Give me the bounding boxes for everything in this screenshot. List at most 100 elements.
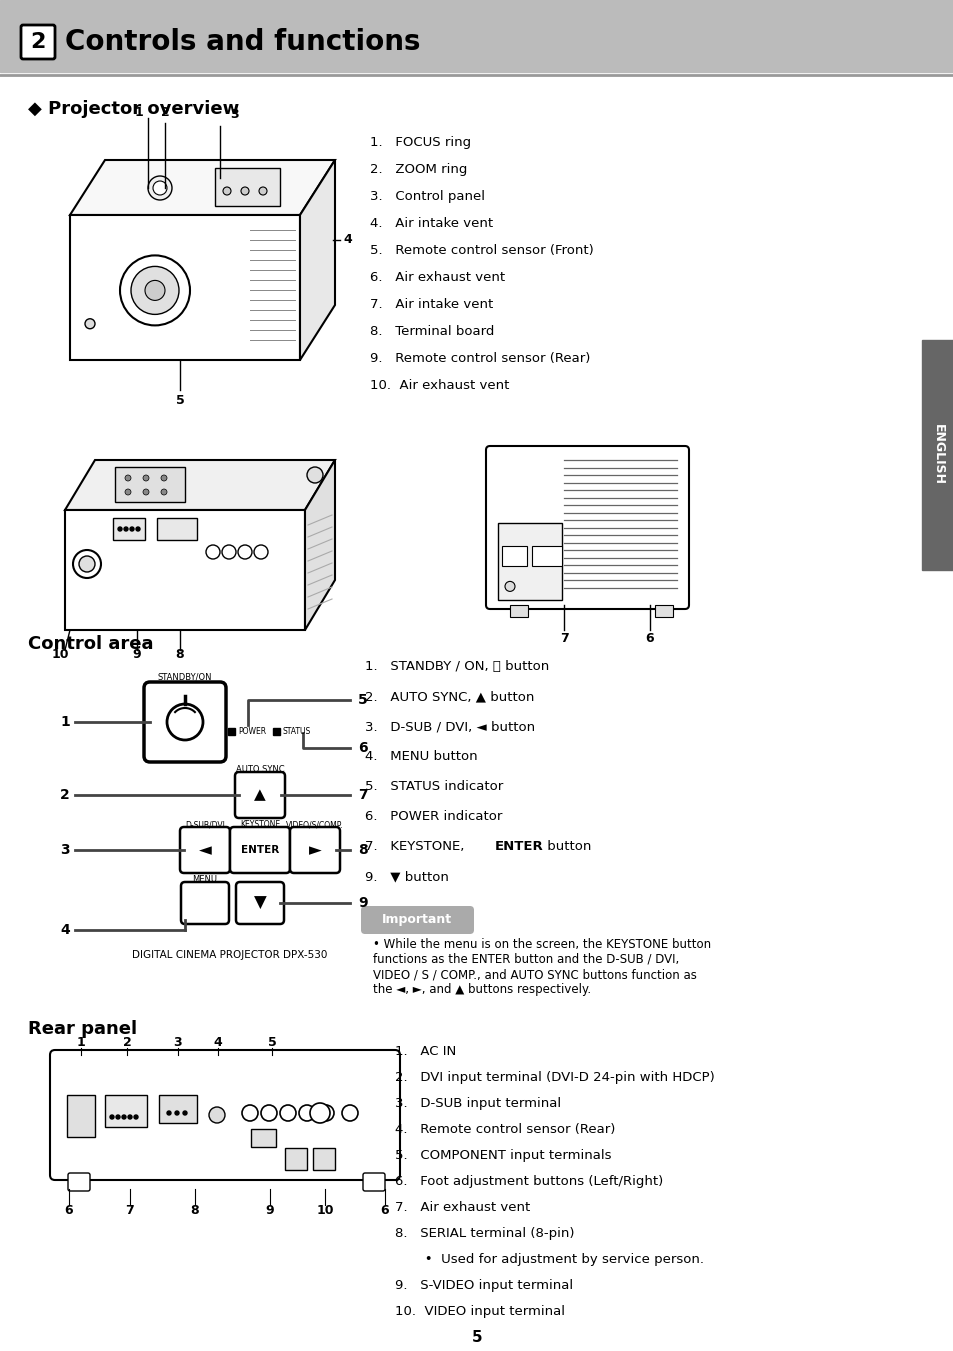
- Circle shape: [167, 704, 203, 740]
- Text: ◆ Projector overview: ◆ Projector overview: [28, 100, 239, 118]
- Circle shape: [242, 1105, 257, 1121]
- Text: 9: 9: [357, 896, 367, 911]
- FancyBboxPatch shape: [290, 827, 339, 873]
- Text: 6.   POWER indicator: 6. POWER indicator: [365, 811, 502, 823]
- Text: 5: 5: [357, 693, 367, 707]
- Circle shape: [118, 527, 122, 531]
- Text: •  Used for adjustment by service person.: • Used for adjustment by service person.: [395, 1252, 703, 1266]
- Text: STATUS: STATUS: [283, 727, 311, 736]
- Circle shape: [122, 1115, 126, 1119]
- Circle shape: [131, 266, 179, 315]
- Text: 10.  VIDEO input terminal: 10. VIDEO input terminal: [395, 1305, 564, 1319]
- Text: 8.   SERIAL terminal (8-pin): 8. SERIAL terminal (8-pin): [395, 1227, 574, 1240]
- Text: 2.   AUTO SYNC, ▲ button: 2. AUTO SYNC, ▲ button: [365, 690, 534, 703]
- Circle shape: [125, 489, 131, 494]
- Circle shape: [241, 186, 249, 195]
- Polygon shape: [65, 459, 335, 509]
- Text: ▲: ▲: [253, 788, 266, 802]
- Circle shape: [143, 489, 149, 494]
- FancyBboxPatch shape: [21, 26, 55, 59]
- Text: 9.   ▼ button: 9. ▼ button: [365, 870, 449, 884]
- Text: 10: 10: [51, 648, 69, 662]
- Circle shape: [152, 181, 167, 195]
- Text: 5.   Remote control sensor (Front): 5. Remote control sensor (Front): [370, 245, 593, 257]
- Text: 6: 6: [380, 1204, 389, 1216]
- Bar: [510, 605, 527, 617]
- Text: 5.   COMPONENT input terminals: 5. COMPONENT input terminals: [395, 1148, 611, 1162]
- Circle shape: [341, 1105, 357, 1121]
- Text: 3: 3: [230, 108, 238, 122]
- Circle shape: [136, 527, 140, 531]
- Text: Important: Important: [381, 912, 452, 925]
- Text: 3.   D-SUB input terminal: 3. D-SUB input terminal: [395, 1097, 560, 1111]
- Text: ENGLISH: ENGLISH: [930, 424, 943, 485]
- Text: 10.  Air exhaust vent: 10. Air exhaust vent: [370, 380, 509, 392]
- Text: 9: 9: [132, 648, 141, 662]
- Polygon shape: [70, 159, 335, 215]
- Polygon shape: [65, 509, 305, 630]
- FancyBboxPatch shape: [144, 682, 226, 762]
- Circle shape: [222, 544, 235, 559]
- Text: 7: 7: [559, 631, 568, 644]
- Text: ENTER: ENTER: [240, 844, 279, 855]
- Bar: [273, 728, 280, 735]
- Text: DIGITAL CINEMA PROJECTOR DPX-530: DIGITAL CINEMA PROJECTOR DPX-530: [132, 950, 327, 961]
- Text: 4.   MENU button: 4. MENU button: [365, 750, 477, 763]
- Circle shape: [143, 476, 149, 481]
- Bar: [157, 517, 196, 540]
- Bar: [313, 1148, 335, 1170]
- Circle shape: [125, 476, 131, 481]
- Polygon shape: [299, 159, 335, 359]
- Circle shape: [317, 1105, 334, 1121]
- FancyBboxPatch shape: [235, 882, 284, 924]
- Text: 5: 5: [471, 1331, 482, 1346]
- FancyBboxPatch shape: [50, 1050, 399, 1179]
- Circle shape: [307, 467, 323, 484]
- Text: MENU: MENU: [193, 875, 217, 884]
- Circle shape: [237, 544, 252, 559]
- Circle shape: [298, 1105, 314, 1121]
- Circle shape: [120, 255, 190, 326]
- FancyBboxPatch shape: [68, 1173, 90, 1192]
- Text: 9.   S-VIDEO input terminal: 9. S-VIDEO input terminal: [395, 1279, 573, 1292]
- Circle shape: [167, 1111, 171, 1115]
- Circle shape: [133, 1115, 138, 1119]
- Circle shape: [258, 186, 267, 195]
- Bar: [228, 728, 234, 735]
- Circle shape: [128, 1115, 132, 1119]
- Text: ENTER: ENTER: [495, 840, 543, 852]
- Circle shape: [253, 544, 268, 559]
- Text: KEYSTONE: KEYSTONE: [240, 820, 280, 830]
- Text: 7.   KEYSTONE,: 7. KEYSTONE,: [365, 840, 468, 852]
- Text: 1: 1: [76, 1036, 85, 1050]
- Text: 6.   Air exhaust vent: 6. Air exhaust vent: [370, 272, 504, 284]
- Text: 5: 5: [268, 1036, 276, 1050]
- Text: 8: 8: [191, 1204, 199, 1216]
- Circle shape: [116, 1115, 120, 1119]
- Bar: [0, 0, 953, 72]
- Bar: [921, 340, 953, 570]
- Bar: [497, 523, 561, 600]
- Text: ▼: ▼: [253, 894, 266, 912]
- Circle shape: [223, 186, 231, 195]
- Polygon shape: [70, 215, 299, 359]
- Circle shape: [206, 544, 220, 559]
- Circle shape: [280, 1105, 295, 1121]
- Text: 6.   Foot adjustment buttons (Left/Right): 6. Foot adjustment buttons (Left/Right): [395, 1175, 662, 1188]
- Text: 7.   Air exhaust vent: 7. Air exhaust vent: [395, 1201, 530, 1215]
- Text: POWER: POWER: [237, 727, 266, 736]
- Circle shape: [261, 1105, 276, 1121]
- FancyBboxPatch shape: [234, 771, 285, 817]
- Text: 4: 4: [213, 1036, 222, 1050]
- Circle shape: [73, 550, 101, 578]
- Text: 2: 2: [123, 1036, 132, 1050]
- Circle shape: [209, 1106, 225, 1123]
- Text: STANDBY/ON: STANDBY/ON: [157, 673, 212, 682]
- Circle shape: [148, 176, 172, 200]
- Bar: [112, 517, 145, 540]
- Text: 3: 3: [173, 1036, 182, 1050]
- Text: Controls and functions: Controls and functions: [65, 28, 420, 55]
- Circle shape: [85, 319, 95, 328]
- FancyBboxPatch shape: [230, 827, 290, 873]
- Bar: [105, 1096, 147, 1127]
